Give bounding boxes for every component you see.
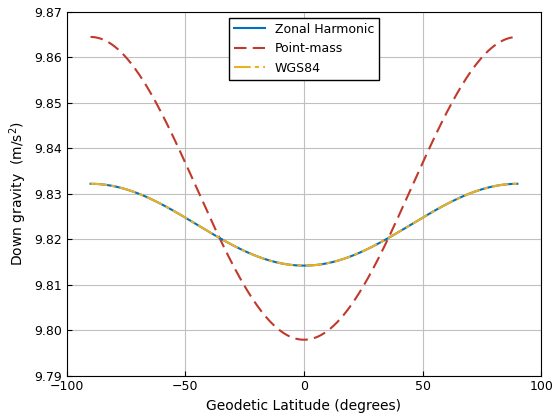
Zonal Harmonic [283,262,290,267]
WGS84 [502,182,508,187]
Point-mass [423,151,430,156]
WGS84 [295,263,301,268]
Point-mass [295,337,301,342]
WGS84 [283,262,290,267]
Point-mass [283,333,290,338]
Zonal Harmonic [301,263,307,268]
Zonal Harmonic [423,213,430,218]
Y-axis label: Down gravity  (m/s$^2$): Down gravity (m/s$^2$) [7,121,29,266]
Point-mass [514,34,521,39]
Point-mass [87,34,94,39]
Zonal Harmonic [514,181,521,186]
Zonal Harmonic [295,263,301,268]
Point-mass [301,337,307,342]
Point-mass [502,37,508,42]
Zonal Harmonic [109,184,116,189]
Legend: Zonal Harmonic, Point-mass, WGS84: Zonal Harmonic, Point-mass, WGS84 [228,18,379,80]
WGS84 [301,263,307,268]
Zonal Harmonic [502,182,508,187]
WGS84 [514,181,521,186]
WGS84 [87,181,94,186]
WGS84 [423,213,430,218]
Point-mass [502,37,508,42]
Point-mass [109,42,116,47]
X-axis label: Geodetic Latitude (degrees): Geodetic Latitude (degrees) [207,399,402,413]
Line: WGS84: WGS84 [91,184,517,265]
Line: Point-mass: Point-mass [91,37,517,340]
Zonal Harmonic [502,182,508,187]
Zonal Harmonic [87,181,94,186]
WGS84 [502,182,508,187]
Line: Zonal Harmonic: Zonal Harmonic [91,184,517,265]
WGS84 [109,184,116,189]
